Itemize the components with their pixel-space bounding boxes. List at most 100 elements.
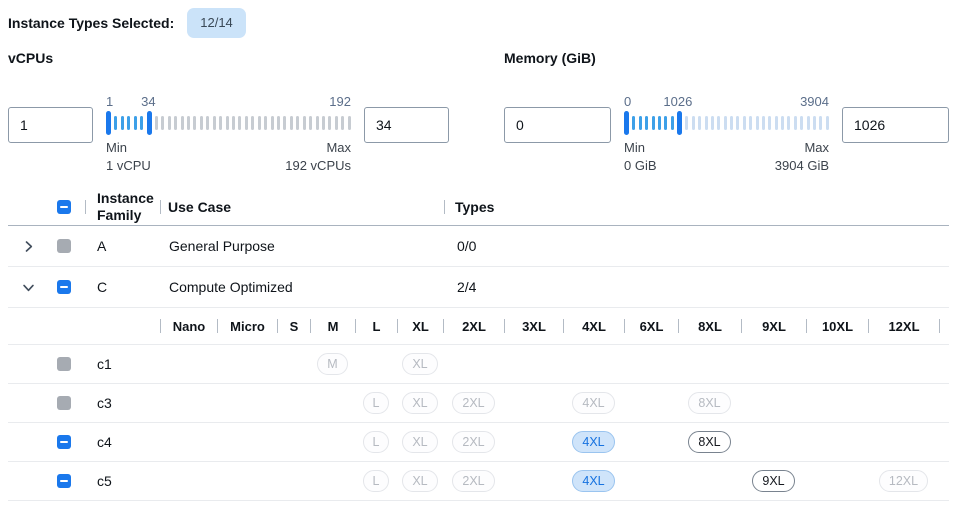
column-divider (160, 200, 161, 214)
family-types-count: 0/0 (457, 238, 477, 254)
size-pill-c5-2xl: 2XL (452, 470, 495, 492)
memory-range-slider[interactable]: 0 1026 3904 Min 0 GiB Max 3904 GiB (624, 94, 829, 175)
size-column-label: S (289, 318, 299, 334)
family-c-checkbox[interactable] (57, 280, 71, 294)
memory-scale-high: 3904 (800, 94, 829, 109)
column-divider (160, 319, 161, 333)
size-column-label: 9XL (762, 318, 786, 334)
vcpus-slider-tick (127, 116, 131, 130)
memory-slider-tick (742, 116, 746, 130)
memory-slider-tick (691, 116, 695, 130)
memory-scale-selected: 1026 (663, 94, 693, 109)
size-pill-c5-4xl[interactable]: 4XL (572, 470, 615, 492)
column-divider (217, 319, 218, 333)
column-divider (355, 319, 356, 333)
size-column-label: L (372, 318, 381, 334)
column-divider (310, 319, 311, 333)
size-column-label: XL (412, 318, 429, 334)
vcpu-filter-title: vCPUs (8, 50, 54, 66)
vcpus-slider-handle[interactable] (146, 111, 152, 135)
size-pill-c4-l: L (362, 431, 390, 453)
vcpus-slider-tick (212, 116, 216, 130)
vcpus-slider-tick (180, 116, 184, 130)
memory-scale-low: 0 (624, 94, 632, 109)
instance-c4-checkbox[interactable] (57, 435, 71, 449)
filters: vCPUs 1 34 192 Min 1 vCPU (8, 50, 949, 175)
memory-to-input[interactable] (842, 107, 949, 143)
memory-slider-tick (781, 116, 784, 130)
instance-name: c1 (97, 356, 112, 372)
size-pill-c5-12xl: 12XL (878, 470, 929, 492)
vcpu-min-value: 1 vCPU (106, 158, 151, 173)
size-column-8xl: 8XL (678, 308, 741, 344)
memory-slider-track[interactable] (624, 111, 829, 135)
column-divider (806, 319, 807, 333)
column-divider (624, 319, 625, 333)
select-all-checkbox[interactable] (57, 200, 71, 214)
memory-slider-tick (825, 116, 829, 130)
size-pill-c3-8xl: 8XL (688, 392, 731, 414)
collapse-row-icon[interactable] (18, 277, 38, 297)
family-row-a: A General Purpose 0/0 (8, 226, 949, 267)
size-pill-c3-xl: XL (402, 392, 438, 414)
vcpus-slider-handle[interactable] (106, 111, 111, 135)
memory-from-input[interactable] (504, 107, 611, 143)
memory-slider-tick (730, 116, 733, 130)
family-types-count: 2/4 (457, 279, 477, 295)
size-column-label: Nano (172, 318, 206, 334)
memory-slider-handle[interactable] (624, 111, 629, 135)
vcpu-range-slider[interactable]: 1 34 192 Min 1 vCPU Max 192 vCPUs (106, 94, 351, 175)
memory-slider-tick (800, 116, 804, 130)
vcpus-slider-tick (193, 116, 197, 130)
instance-c5-checkbox[interactable] (57, 474, 71, 488)
vcpu-minmax-captions: Min 1 vCPU Max 192 vCPUs (106, 139, 351, 175)
vcpus-slider-tick (257, 116, 261, 130)
memory-slider-tick (645, 116, 649, 130)
memory-slider-tick (793, 116, 797, 130)
vcpus-slider-tick (244, 116, 248, 130)
memory-filter-controls: 0 1026 3904 Min 0 GiB Max 3904 GiB (504, 94, 949, 175)
column-divider (563, 319, 564, 333)
vcpu-to-input[interactable] (364, 107, 449, 143)
memory-minmax-captions: Min 0 GiB Max 3904 GiB (624, 139, 829, 175)
size-pill-c1-xl: XL (402, 353, 438, 375)
vcpu-from-input[interactable] (8, 107, 93, 143)
size-column-l: L (355, 308, 397, 344)
expand-row-icon[interactable] (18, 236, 38, 256)
vcpu-scale-low: 1 (106, 94, 114, 109)
column-divider (741, 319, 742, 333)
memory-slider-tick (787, 116, 791, 130)
size-columns-header: Nano Micro S M L XL 2XL 3XL 4XL 6XL 8XL 9XL 10XL 12XL (8, 308, 949, 345)
memory-slider-tick (774, 116, 778, 130)
vcpu-max-label: Max (326, 140, 351, 155)
size-column-label: 2XL (462, 318, 486, 334)
vcpus-slider-tick (283, 116, 287, 130)
size-pill-c5-9xl[interactable]: 9XL (752, 470, 795, 492)
vcpu-slider-track[interactable] (106, 111, 351, 135)
vcpus-slider-tick (315, 116, 319, 130)
column-header-types: Types (455, 199, 495, 215)
vcpus-slider-tick (154, 116, 158, 130)
instance-row-c1: c1 M XL (8, 345, 949, 384)
size-pill-c4-2xl: 2XL (452, 431, 495, 453)
vcpus-slider-tick (161, 116, 165, 130)
size-column-m: M (310, 308, 355, 344)
size-column-3xl: 3XL (504, 308, 563, 344)
memory-slider-tick (761, 116, 765, 130)
size-pill-c4-8xl[interactable]: 8XL (688, 431, 731, 453)
family-letter: C (97, 279, 108, 295)
size-column-label: M (327, 318, 339, 334)
family-letter: A (97, 238, 107, 254)
vcpu-filter-controls: 1 34 192 Min 1 vCPU Max 192 vCPUs (8, 94, 449, 175)
memory-max-label: Max (804, 140, 829, 155)
size-column-label: 3XL (522, 318, 546, 334)
size-pill-c4-4xl[interactable]: 4XL (572, 431, 615, 453)
size-column-label: 4XL (582, 318, 606, 334)
memory-slider-handle[interactable] (677, 111, 682, 135)
instance-row-c5: c5 L XL 2XL 4XL 9XL 12XL (8, 462, 949, 501)
size-column-10xl: 10XL (806, 308, 868, 344)
memory-slider-tick (710, 116, 714, 130)
size-pill-c5-xl: XL (402, 470, 438, 492)
size-column-label: 10XL (821, 318, 854, 334)
